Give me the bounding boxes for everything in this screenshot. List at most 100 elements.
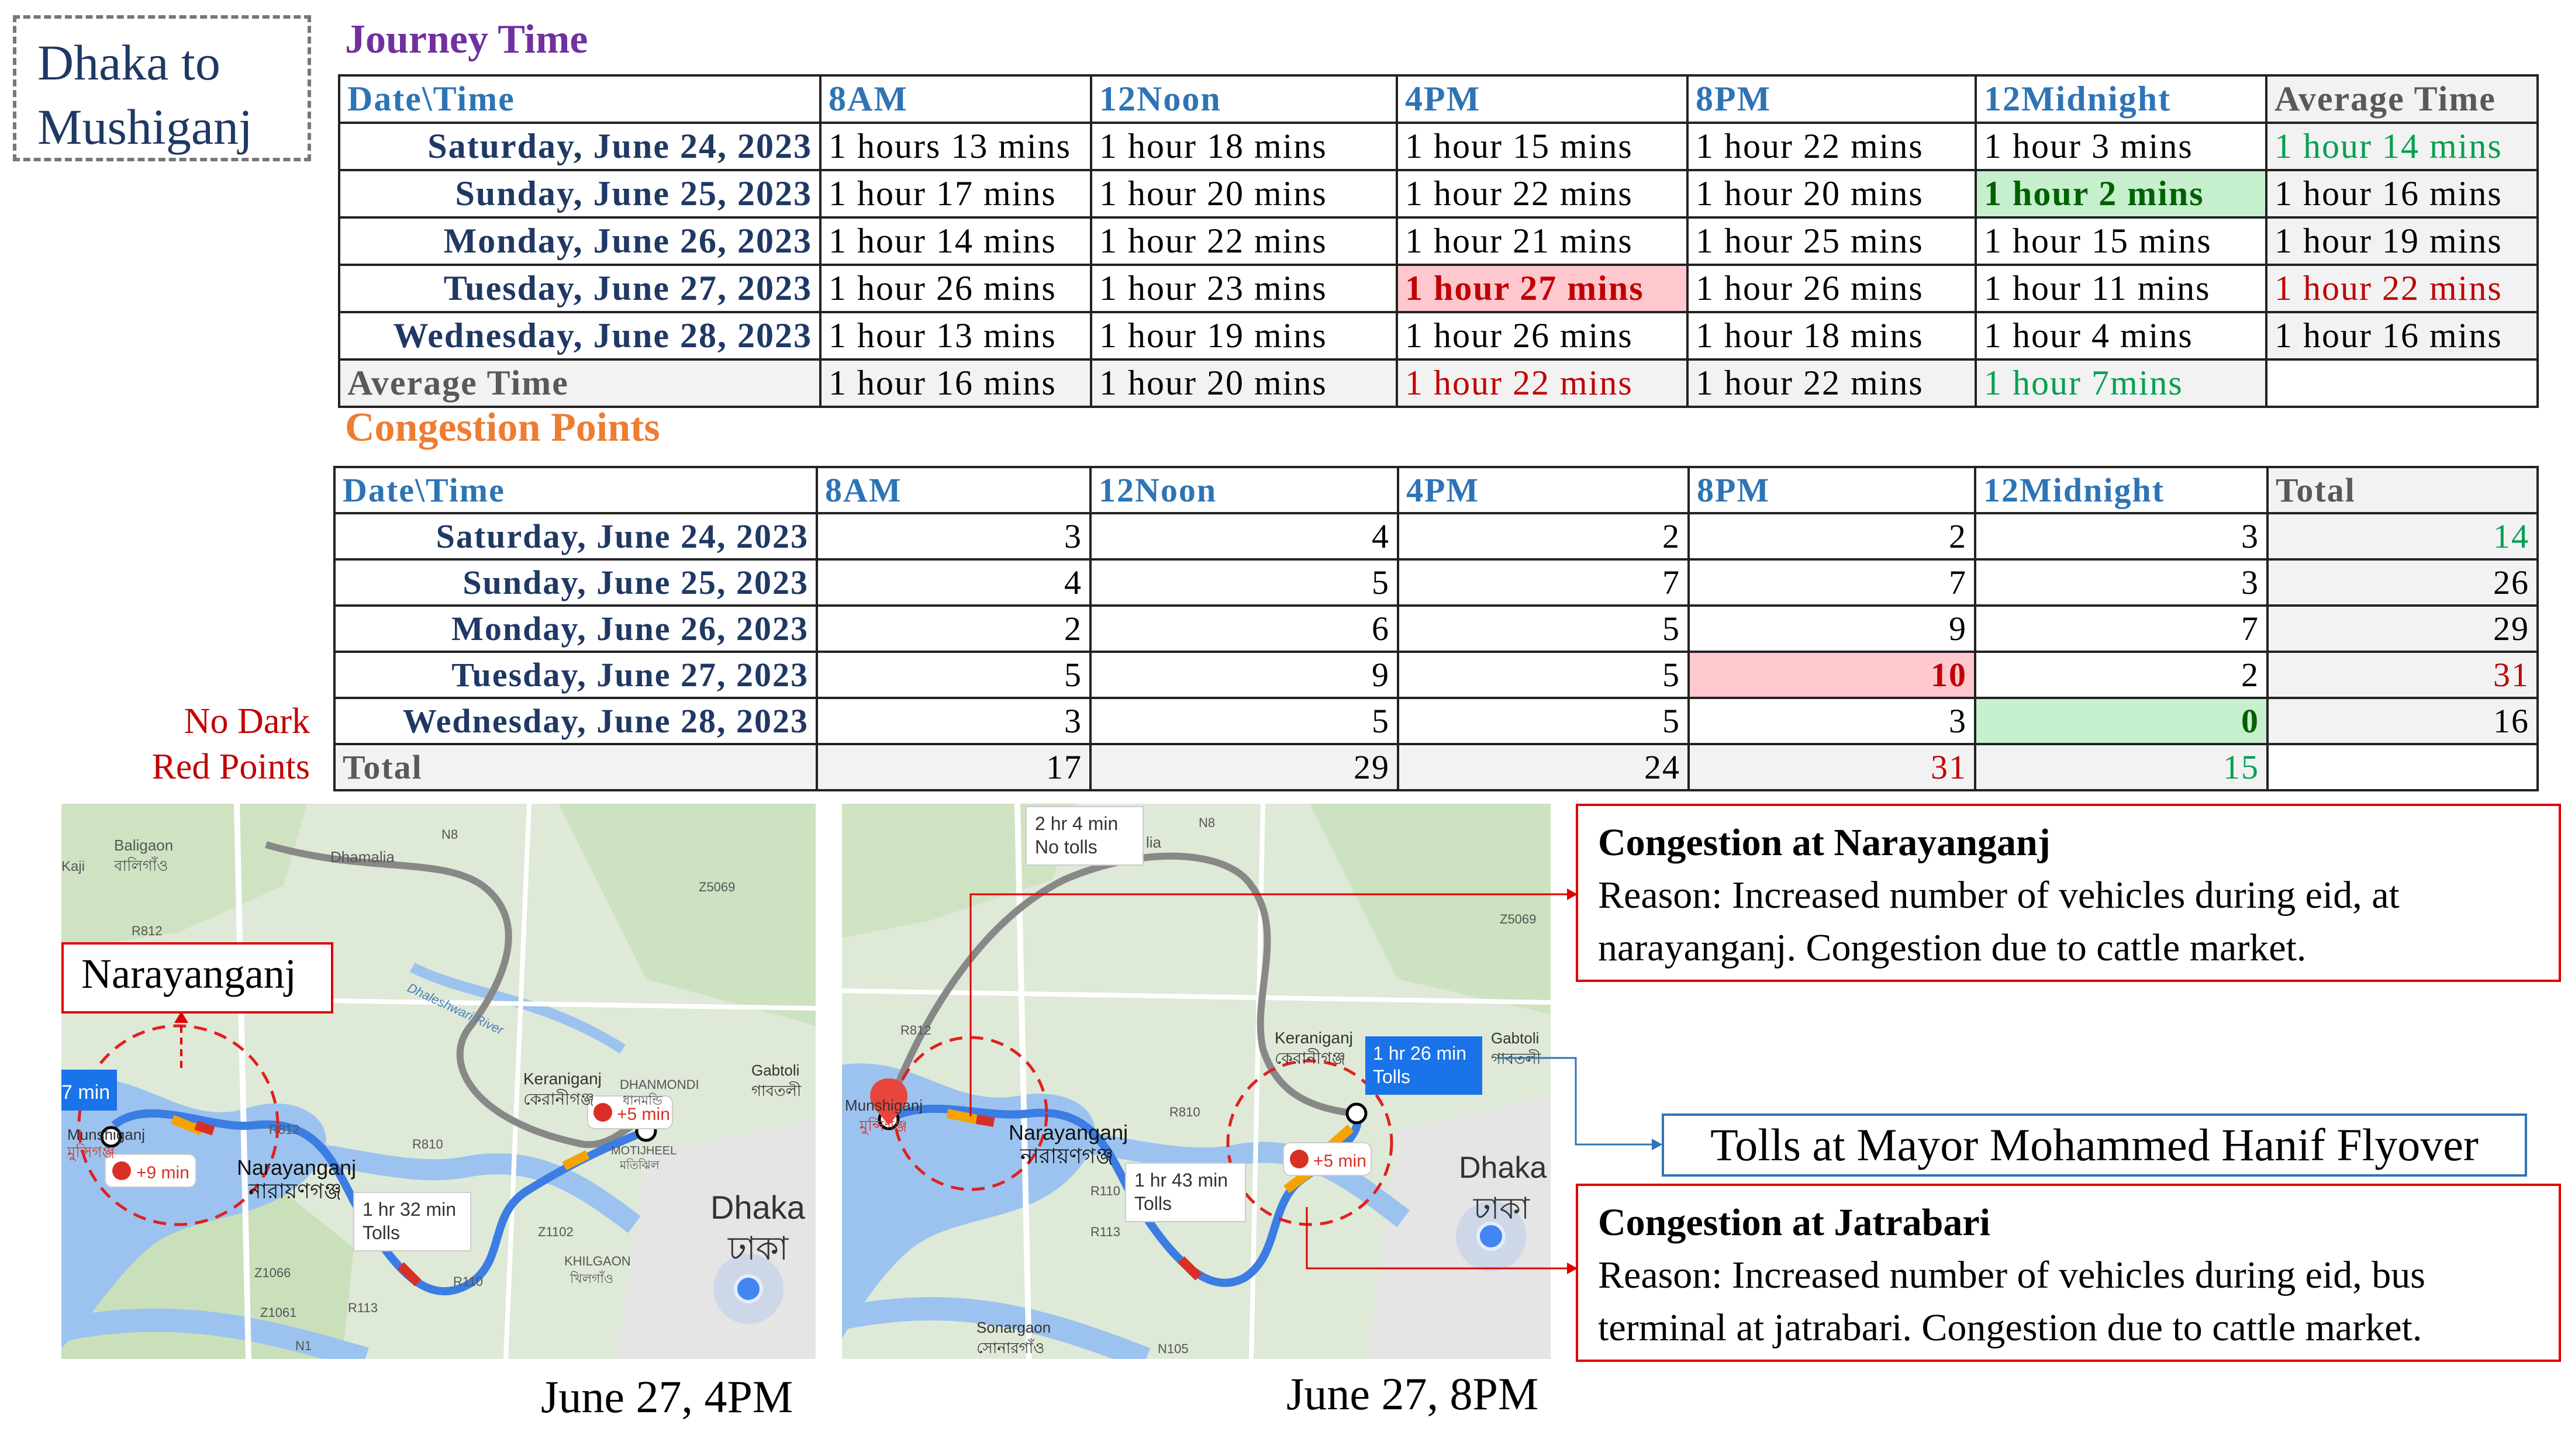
narayanganj-callout-line2: narayanganj. Congestion due to cattle ma… — [1598, 926, 2307, 969]
table-cell: 1 hour 15 mins — [1975, 216, 2267, 266]
route-label-line1: Dhaka to — [37, 34, 220, 91]
svg-text:Z5069: Z5069 — [1500, 912, 1536, 926]
table-row: Sunday, June 25, 2023 1 hour 17 mins 1 h… — [338, 169, 2539, 219]
table-cell: 1 hour 22 mins — [1686, 358, 1977, 408]
row-date: Tuesday, June 27, 2023 — [338, 264, 822, 313]
svg-text:Sonargaon: Sonargaon — [976, 1319, 1051, 1336]
svg-text:Dhaka: Dhaka — [1459, 1151, 1547, 1185]
svg-text:1 hr 32 min: 1 hr 32 min — [363, 1199, 456, 1220]
table-cell: 1 hour 19 mins — [1090, 311, 1398, 361]
journey-time-title: Journey Time — [345, 17, 588, 62]
header-cell: 12Noon — [1090, 74, 1398, 124]
map2-svg: 2 hr 4 min No tolls 1 hr 43 min Tolls 1 … — [842, 804, 1551, 1359]
map-june27-4pm: 7 min +9 min +5 min 1 hr 32 min Tolls Ba… — [61, 804, 816, 1359]
table-cell: 7 — [1974, 604, 2269, 653]
table-cell: 1 hour 22 mins — [1686, 122, 1977, 171]
table-cell: 1 hour 18 mins — [1090, 122, 1398, 171]
svg-text:ঢাকা: ঢাকা — [1473, 1192, 1530, 1226]
congestion-points-table: Date\Time 8AM 12Noon 4PM 8PM 12Midnight … — [333, 466, 2539, 791]
table-cell: 1 hour 4 mins — [1975, 311, 2267, 361]
table-cell: 1 hour 21 mins — [1396, 216, 1689, 266]
table-cell: 5 — [816, 651, 1092, 699]
svg-text:N1: N1 — [295, 1339, 312, 1353]
svg-text:নারায়ণগঞ্জ: নারায়ণগঞ্জ — [248, 1179, 342, 1203]
svg-text:Baligaon: Baligaon — [114, 836, 173, 854]
table-cell — [2265, 358, 2539, 408]
narayanganj-congestion-callout: Congestion at Narayanganj Reason: Increa… — [1576, 804, 2561, 982]
table-cell: 1 hour 17 mins — [819, 169, 1092, 219]
table-row: Tuesday, June 27, 2023 1 hour 26 mins 1 … — [338, 264, 2539, 313]
svg-text:Z1102: Z1102 — [538, 1225, 574, 1239]
svg-text:Tolls: Tolls — [363, 1222, 400, 1243]
svg-text:MOTIJHEEL: MOTIJHEEL — [611, 1144, 677, 1157]
table-row: Monday, June 26, 2023 2 6 5 9 7 29 — [333, 604, 2539, 653]
svg-text:No tolls: No tolls — [1035, 836, 1097, 857]
svg-text:বালিগাঁও: বালিগাঁও — [113, 856, 168, 874]
table-cell: 3 — [1974, 558, 2269, 607]
table-cell: 14 — [2266, 512, 2539, 561]
table-cell: 31 — [1687, 743, 1976, 791]
row-date: Tuesday, June 27, 2023 — [333, 651, 818, 699]
table-cell: 1 hour 14 mins — [2265, 122, 2539, 171]
header-cell: 12Midnight — [1975, 74, 2267, 124]
svg-text:Gabtoli: Gabtoli — [751, 1061, 799, 1079]
svg-text:R113: R113 — [348, 1301, 378, 1315]
table-cell: 1 hour 26 mins — [819, 264, 1092, 313]
table-cell: 1 hour 22 mins — [1396, 358, 1689, 408]
svg-text:Munshiganj: Munshiganj — [845, 1097, 923, 1114]
svg-text:Dhaka: Dhaka — [710, 1189, 806, 1226]
table-cell: 1 hour 23 mins — [1090, 264, 1398, 313]
table-cell: 5 — [1089, 697, 1399, 745]
svg-text:R812: R812 — [900, 1023, 931, 1037]
table-cell: 2 — [1687, 512, 1976, 561]
row-date: Wednesday, June 28, 2023 — [333, 697, 818, 745]
svg-text:R110: R110 — [1090, 1184, 1120, 1198]
svg-text:R812: R812 — [132, 924, 163, 938]
congestion-points-title: Congestion Points — [345, 405, 660, 450]
svg-text:Z1066: Z1066 — [254, 1265, 291, 1280]
svg-text:+5 min: +5 min — [617, 1105, 670, 1124]
header-cell: Date\Time — [333, 466, 818, 514]
jatrabari-callout-title: Congestion at Jatrabari — [1598, 1201, 1990, 1244]
jatrabari-congestion-callout: Congestion at Jatrabari Reason: Increase… — [1576, 1184, 2561, 1362]
svg-text:KHILGAON: KHILGAON — [564, 1254, 631, 1268]
row-label: Average Time — [338, 358, 822, 408]
table-cell: 1 hour 16 mins — [2265, 311, 2539, 361]
svg-text:Z5069: Z5069 — [699, 880, 735, 894]
svg-text:সোনারগাঁও: সোনারগাঁও — [976, 1339, 1044, 1357]
table-row: Sunday, June 25, 2023 4 5 7 7 3 26 — [333, 558, 2539, 607]
table-cell: 4 — [816, 558, 1092, 607]
table-cell: 6 — [1089, 604, 1399, 653]
svg-text:Tolls: Tolls — [1373, 1066, 1410, 1087]
row-date: Saturday, June 24, 2023 — [333, 512, 818, 561]
svg-text:মুন্সিগঞ্জ: মুন্সিগঞ্জ — [859, 1117, 907, 1135]
svg-text:R113: R113 — [1090, 1225, 1120, 1239]
map1-svg: 7 min +9 min +5 min 1 hr 32 min Tolls Ba… — [61, 804, 816, 1359]
svg-text:+5 min: +5 min — [1313, 1151, 1366, 1171]
svg-text:Dhamalia: Dhamalia — [330, 848, 395, 866]
row-date: Saturday, June 24, 2023 — [338, 122, 822, 171]
table-total-row: Total 17 29 24 31 15 — [333, 743, 2539, 791]
svg-text:N8: N8 — [441, 827, 458, 842]
map2-delay: +5 min — [1283, 1142, 1372, 1176]
header-cell: 4PM — [1397, 466, 1690, 514]
row-date: Monday, June 26, 2023 — [338, 216, 822, 266]
header-cell: 8PM — [1687, 466, 1976, 514]
header-cell: 4PM — [1396, 74, 1689, 124]
table-cell: 29 — [2266, 604, 2539, 653]
header-cell: Total — [2266, 466, 2539, 514]
svg-text:1 hr 43 min: 1 hr 43 min — [1134, 1170, 1228, 1191]
note-line2: Red Points — [151, 747, 310, 787]
svg-text:N8: N8 — [1199, 815, 1215, 830]
table-cell: 9 — [1687, 604, 1976, 653]
table-header-row: Date\Time 8AM 12Noon 4PM 8PM 12Midnight … — [338, 74, 2539, 124]
map1-route-box: 1 hr 32 min Tolls — [353, 1192, 471, 1251]
header-cell: 8AM — [819, 74, 1092, 124]
table-cell: 15 — [1974, 743, 2269, 791]
table-cell: 1 hour 22 mins — [1396, 169, 1689, 219]
table-cell: 3 — [816, 512, 1092, 561]
svg-text:+9 min: +9 min — [136, 1163, 189, 1182]
table-cell: 1 hour 3 mins — [1975, 122, 2267, 171]
svg-text:Kaji: Kaji — [61, 859, 85, 874]
